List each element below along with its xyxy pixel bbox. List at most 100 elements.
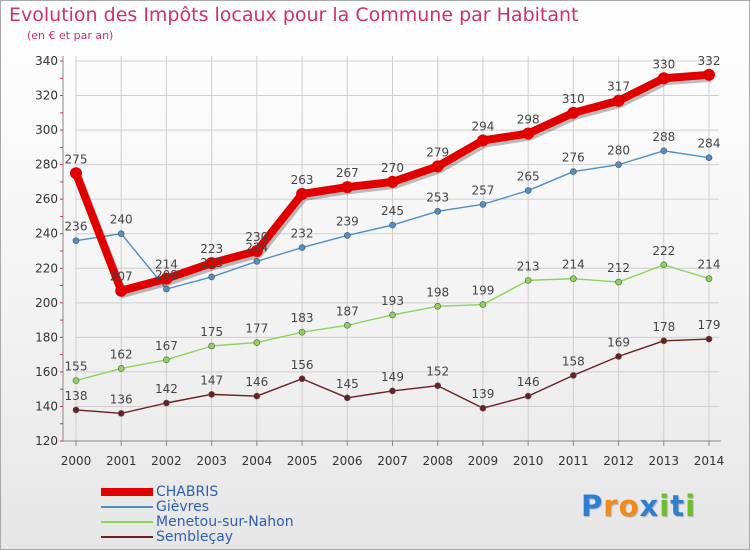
x-tick-label: 2012 [603, 454, 634, 468]
logo-letter: o [618, 489, 640, 523]
data-point-semble-ay [389, 387, 396, 395]
legend-swatch [101, 521, 153, 523]
legend-label: Menetou-sur-Nahon [156, 514, 294, 530]
data-label-chabris: 294 [471, 119, 494, 133]
data-point-menetou-sur-nahon [660, 261, 668, 269]
data-label-chabris: 207 [110, 270, 133, 284]
data-point-menetou-sur-nahon [389, 311, 396, 319]
data-label-chabris: 270 [381, 161, 404, 175]
data-point-menetou-sur-nahon [298, 328, 306, 336]
data-label-chabris: 279 [426, 145, 449, 159]
chart-subtitle: (en € et par an) [27, 29, 114, 42]
logo-letter: i [659, 489, 671, 523]
data-label-menetou-sur-nahon: 193 [381, 294, 404, 308]
x-tick-label: 2002 [151, 454, 182, 468]
data-point-chabris [612, 94, 625, 107]
data-point-chabris [341, 181, 354, 194]
data-point-gi-vres [208, 273, 215, 281]
data-label-menetou-sur-nahon: 213 [517, 259, 540, 273]
data-label-gi-vres: 276 [562, 151, 585, 165]
x-tick-label: 2004 [242, 454, 273, 468]
data-label-chabris: 317 [607, 80, 630, 94]
x-tick-label: 2014 [694, 454, 725, 468]
data-label-semble-ay: 149 [381, 370, 404, 384]
data-point-chabris [115, 284, 128, 297]
data-label-gi-vres: 257 [471, 183, 494, 197]
data-label-gi-vres: 265 [517, 170, 540, 184]
chart-title: Evolution des Impôts locaux pour la Comm… [9, 4, 579, 26]
data-point-chabris [657, 72, 670, 85]
data-point-menetou-sur-nahon [72, 377, 80, 384]
x-tick-label: 2009 [468, 454, 499, 468]
data-label-menetou-sur-nahon: 177 [245, 322, 268, 336]
data-point-chabris [205, 257, 218, 270]
legend: CHABRIS Gièvres Menetou-sur-Nahon Sembleçay [101, 485, 421, 545]
data-point-chabris [476, 134, 489, 147]
data-label-semble-ay: 138 [65, 389, 88, 403]
x-tick-label: 2013 [649, 454, 680, 468]
data-point-gi-vres [343, 232, 351, 239]
data-label-semble-ay: 152 [426, 365, 449, 379]
y-tick-label: 320 [35, 89, 58, 103]
data-label-menetou-sur-nahon: 162 [110, 347, 133, 361]
data-label-gi-vres: 232 [291, 227, 314, 241]
data-point-semble-ay [253, 392, 261, 400]
logo-letter: i [685, 489, 697, 523]
data-label-semble-ay: 136 [110, 392, 133, 406]
y-tick-label: 120 [35, 434, 58, 448]
data-label-gi-vres: 245 [381, 204, 404, 218]
legend-swatch [101, 506, 153, 508]
y-tick-label: 200 [35, 296, 58, 310]
data-label-menetou-sur-nahon: 214 [698, 258, 721, 272]
data-label-gi-vres: 280 [607, 144, 630, 158]
data-point-chabris [431, 160, 444, 173]
data-label-menetou-sur-nahon: 155 [65, 360, 88, 374]
data-point-chabris [567, 106, 580, 119]
legend-item-gi-vres: Gièvres [101, 500, 421, 515]
legend-swatch [101, 536, 153, 538]
data-label-chabris: 310 [562, 92, 585, 106]
x-tick-label: 2005 [287, 454, 318, 468]
data-point-chabris [386, 175, 399, 188]
y-tick-label: 300 [35, 123, 58, 137]
data-label-semble-ay: 169 [607, 335, 630, 349]
data-point-gi-vres [570, 168, 577, 175]
legend-label: CHABRIS [156, 484, 219, 500]
data-point-menetou-sur-nahon [163, 356, 170, 364]
data-label-semble-ay: 142 [155, 382, 178, 396]
data-label-chabris: 298 [517, 113, 540, 127]
data-label-semble-ay: 147 [200, 373, 223, 387]
data-point-gi-vres [434, 207, 442, 215]
data-point-menetou-sur-nahon [343, 321, 351, 329]
data-point-semble-ay [615, 353, 622, 360]
data-point-gi-vres [163, 285, 170, 293]
y-tick-label: 220 [35, 261, 58, 275]
data-point-gi-vres [298, 244, 306, 251]
data-label-chabris: 214 [155, 258, 178, 272]
data-point-chabris [160, 272, 173, 285]
data-point-semble-ay [705, 335, 713, 343]
data-point-semble-ay [524, 392, 532, 400]
x-tick-label: 2001 [106, 454, 137, 468]
axes [60, 56, 721, 446]
logo-letter: t [670, 489, 686, 523]
x-tick-label: 2010 [513, 454, 544, 468]
data-point-gi-vres [117, 230, 125, 238]
data-point-semble-ay [117, 410, 125, 417]
data-label-gi-vres: 208 [155, 268, 178, 282]
proxiti-logo: Proxiti [581, 489, 696, 523]
data-label-chabris: 267 [336, 166, 359, 180]
data-point-semble-ay [343, 394, 351, 402]
y-tick-label: 280 [35, 158, 58, 172]
data-point-chabris [250, 245, 263, 257]
data-point-gi-vres [253, 258, 261, 265]
data-point-menetou-sur-nahon [615, 278, 622, 286]
data-point-gi-vres [660, 147, 668, 155]
legend-item-chabris: CHABRIS [101, 485, 421, 500]
y-tick-label: 260 [35, 192, 58, 206]
y-tick-label: 240 [35, 227, 58, 241]
y-tick-label: 180 [35, 330, 58, 344]
data-point-menetou-sur-nahon [570, 275, 577, 282]
data-label-gi-vres: 215 [200, 256, 223, 270]
